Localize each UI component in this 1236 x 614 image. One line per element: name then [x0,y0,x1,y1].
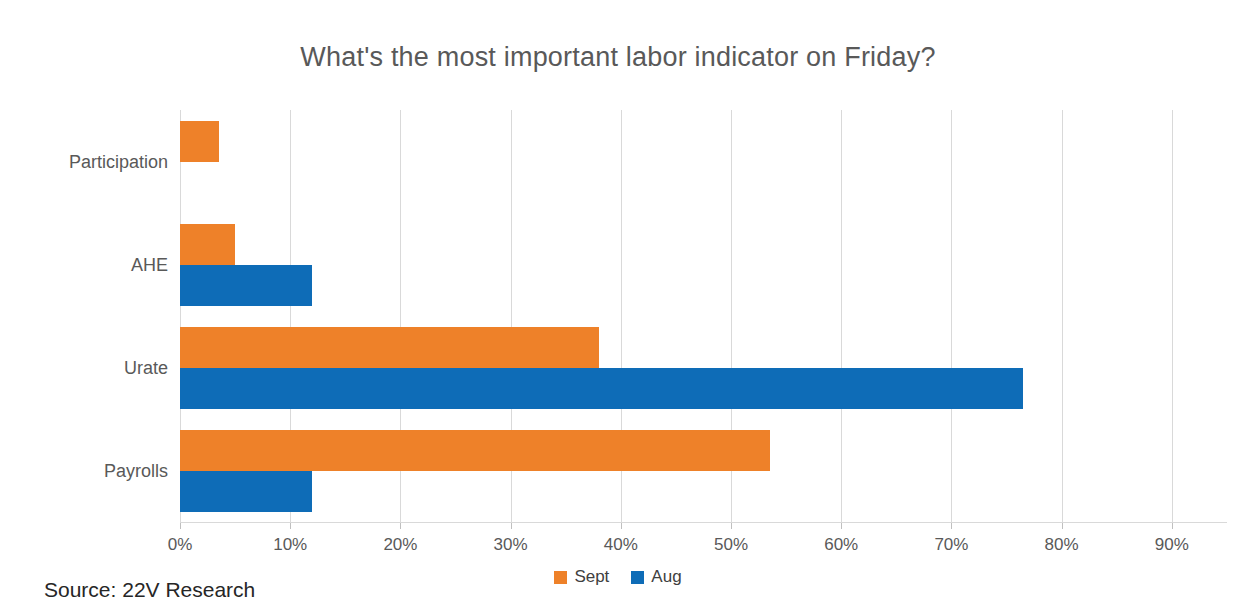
x-tick-mark-70 [951,522,952,529]
x-tick-mark-30 [511,522,512,529]
x-tick-mark-90 [1172,522,1173,529]
chart-title: What's the most important labor indicato… [0,42,1236,73]
x-tick-label-0: 0% [145,535,215,555]
bar-participation-sept [180,121,219,162]
legend-label-sept: Sept [574,567,609,587]
x-tick-label-10: 10% [255,535,325,555]
x-axis-line [180,522,1227,523]
bar-urate-sept [180,327,599,368]
y-label-participation: Participation [0,151,168,173]
gridline-90 [1172,110,1173,522]
x-tick-mark-20 [400,522,401,529]
bar-urate-aug [180,368,1023,409]
x-tick-label-20: 20% [365,535,435,555]
x-tick-label-30: 30% [476,535,546,555]
x-tick-label-40: 40% [586,535,656,555]
legend-swatch-sept [554,571,567,584]
source-note: Source: 22V Research [44,578,255,602]
y-label-urate: Urate [0,357,168,379]
bar-payrolls-sept [180,430,770,471]
x-tick-label-80: 80% [1027,535,1097,555]
bar-payrolls-aug [180,471,312,512]
x-tick-label-50: 50% [696,535,766,555]
bar-ahe-aug [180,265,312,306]
bar-chart: What's the most important labor indicato… [0,0,1236,614]
gridline-70 [951,110,952,522]
gridline-60 [841,110,842,522]
x-tick-label-60: 60% [806,535,876,555]
x-tick-label-70: 70% [916,535,986,555]
x-tick-label-90: 90% [1137,535,1207,555]
legend-item-sept: Sept [554,567,609,587]
y-label-ahe: AHE [0,254,168,276]
x-tick-mark-80 [1062,522,1063,529]
legend-item-aug: Aug [631,567,681,587]
legend-label-aug: Aug [651,567,681,587]
x-tick-mark-40 [621,522,622,529]
x-tick-mark-50 [731,522,732,529]
bar-ahe-sept [180,224,235,265]
x-tick-mark-60 [841,522,842,529]
legend-swatch-aug [631,571,644,584]
x-tick-mark-0 [180,522,181,529]
y-label-payrolls: Payrolls [0,460,168,482]
x-tick-mark-10 [290,522,291,529]
gridline-80 [1062,110,1063,522]
